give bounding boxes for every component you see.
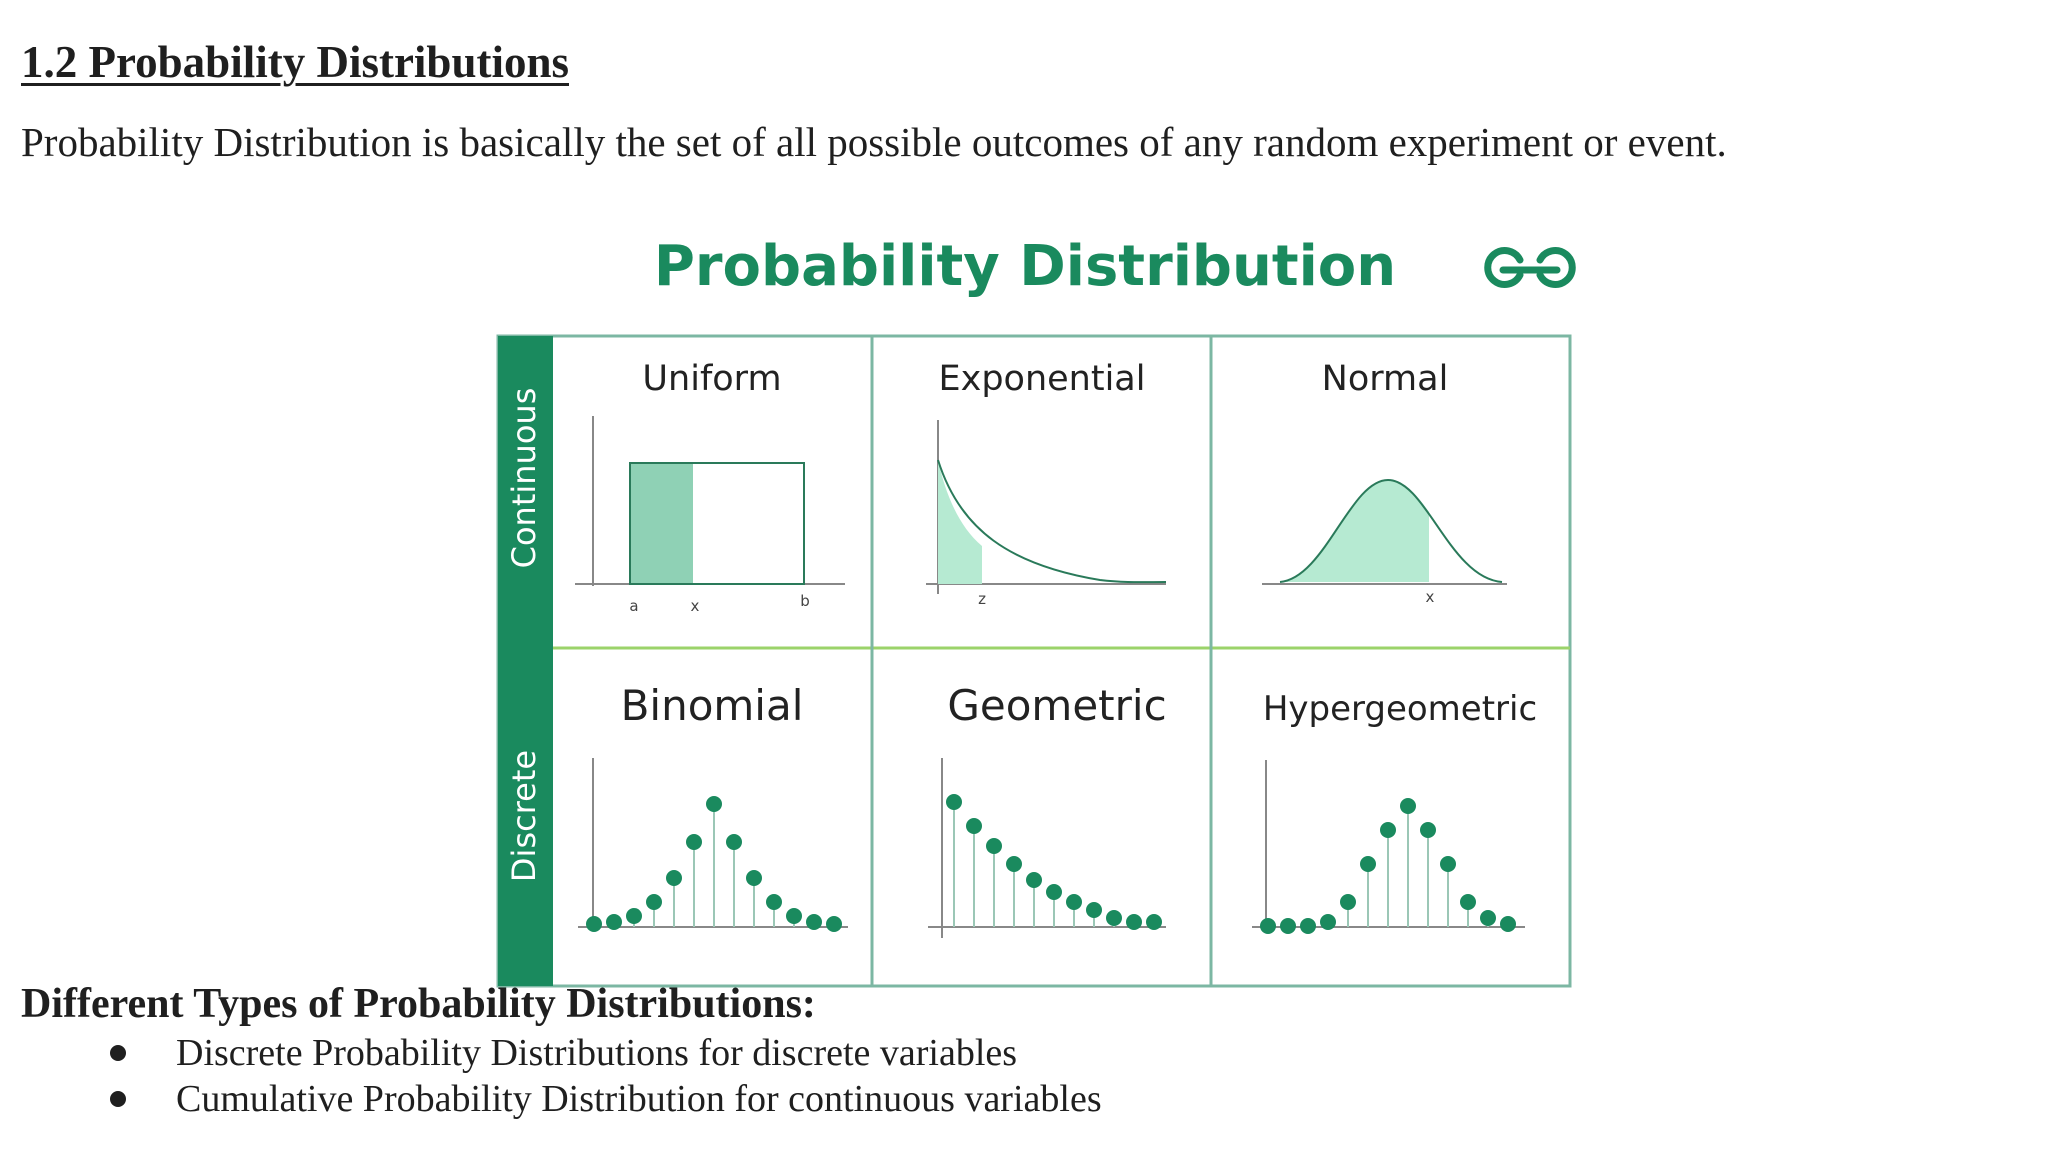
normal-label-x: x	[1426, 588, 1435, 606]
label-binomial: Binomial	[621, 681, 804, 730]
label-hypergeometric: Hypergeometric	[1263, 689, 1537, 729]
label-uniform: Uniform	[642, 359, 781, 399]
label-normal: Normal	[1322, 359, 1449, 399]
bullet-icon	[110, 1045, 126, 1061]
row-label-continuous: Continuous	[505, 388, 543, 569]
list-item-text: Cumulative Probability Distribution for …	[176, 1078, 1102, 1120]
uniform-plot: a x b	[575, 416, 845, 615]
exponential-label-z: z	[978, 590, 986, 608]
list-item: Cumulative Probability Distribution for …	[0, 1076, 1102, 1122]
binomial-plot	[578, 758, 848, 932]
geeksforgeeks-logo-icon	[1484, 247, 1576, 288]
figure-svg: Probability Distribution Continuous Disc…	[496, 234, 1576, 988]
probability-distribution-figure: Probability Distribution Continuous Disc…	[490, 230, 1590, 1000]
normal-curve	[1279, 478, 1503, 583]
geometric-plot	[928, 758, 1166, 938]
exponential-shaded-area	[938, 460, 982, 584]
uniform-shaded-area	[630, 463, 693, 584]
intro-paragraph: Probability Distribution is basically th…	[21, 119, 1727, 165]
section-heading: 1.2 Probability Distributions	[21, 37, 569, 87]
exponential-plot: z	[926, 420, 1167, 608]
row-label-discrete: Discrete	[505, 750, 543, 882]
list-item-text: Discrete Probability Distributions for d…	[176, 1032, 1018, 1074]
figure-title: Probability Distribution	[654, 234, 1396, 299]
exponential-curve	[937, 459, 1167, 584]
bullet-icon	[110, 1091, 126, 1107]
label-geometric: Geometric	[947, 681, 1166, 730]
uniform-label-a: a	[629, 597, 638, 615]
normal-plot: x	[1262, 478, 1507, 606]
normal-shaded-area	[1280, 480, 1429, 582]
uniform-label-x: x	[691, 597, 700, 615]
uniform-label-b: b	[800, 592, 810, 610]
types-subheading: Different Types of Probability Distribut…	[21, 981, 816, 1027]
label-exponential: Exponential	[939, 359, 1146, 399]
hypergeometric-plot	[1252, 760, 1525, 934]
row-label-band	[498, 336, 553, 986]
types-list: Discrete Probability Distributions for d…	[0, 1030, 1102, 1122]
list-item: Discrete Probability Distributions for d…	[0, 1030, 1102, 1076]
uniform-box	[629, 462, 805, 585]
